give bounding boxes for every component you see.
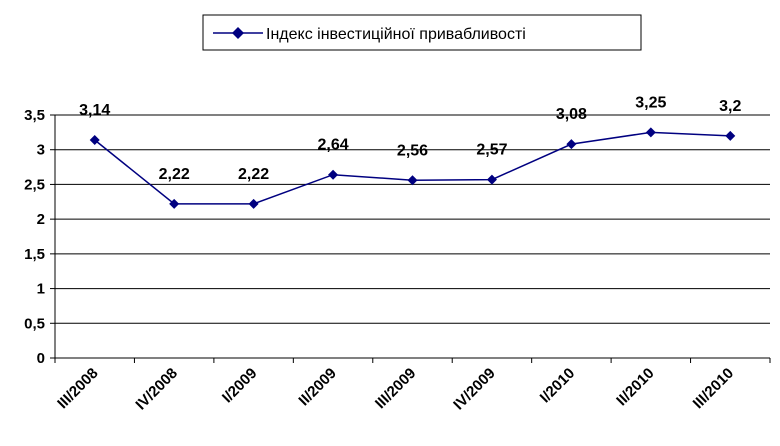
data-label: 3,14 <box>79 102 110 119</box>
data-point <box>725 130 736 141</box>
y-tick-label: 1 <box>37 281 45 298</box>
x-tick-label: IV/2008 <box>132 365 181 414</box>
data-label: 2,57 <box>476 142 507 159</box>
y-tick-label: 0 <box>37 350 45 367</box>
x-tick-label: I/2009 <box>219 365 261 407</box>
data-point <box>169 198 180 209</box>
x-tick-label: III/2009 <box>372 365 419 412</box>
x-tick-label: II/2009 <box>295 365 339 409</box>
x-tick-label: II/2010 <box>613 365 657 409</box>
legend: Індекс інвестиційної привабливості <box>202 14 642 51</box>
data-point <box>89 134 100 145</box>
data-label: 2,22 <box>238 166 269 183</box>
data-label: 2,56 <box>397 142 428 159</box>
x-tick-label: III/2010 <box>690 365 737 412</box>
data-label: 2,64 <box>317 137 348 154</box>
y-tick-label: 0,5 <box>24 315 45 332</box>
x-axis-ticks: III/2008 IV/2008 I/2009 II/2009 III/2009 IV/2… <box>54 365 737 414</box>
x-tick-label: III/2008 <box>54 365 101 412</box>
x-tick-label: I/2010 <box>537 365 579 407</box>
y-axis-ticks: 0 0,5 1 1,5 2 2,5 3 3,5 <box>24 107 45 367</box>
y-tick-label: 2 <box>37 211 45 228</box>
data-label: 2,22 <box>159 166 190 183</box>
legend-label: Індекс інвестиційної привабливості <box>266 26 526 43</box>
y-tick-label: 3,5 <box>24 107 45 124</box>
data-label: 3,2 <box>719 98 741 115</box>
x-tick-label: IV/2009 <box>450 365 499 414</box>
data-label: 3,08 <box>556 106 587 123</box>
y-tick-label: 1,5 <box>24 246 45 263</box>
data-point <box>248 198 259 209</box>
y-tick-label: 2,5 <box>24 176 45 193</box>
data-point <box>407 175 418 186</box>
data-point <box>645 127 656 138</box>
series: 3,14 2,22 2,22 2,64 2,56 2,57 3,08 3,25 3,2 <box>79 94 741 209</box>
y-tick-label: 3 <box>37 142 45 159</box>
legend-box <box>202 14 642 51</box>
legend-marker-diamond-icon <box>232 27 244 39</box>
data-point <box>566 139 577 150</box>
data-label: 3,25 <box>635 94 666 111</box>
data-point <box>328 169 339 180</box>
data-point <box>486 174 497 185</box>
